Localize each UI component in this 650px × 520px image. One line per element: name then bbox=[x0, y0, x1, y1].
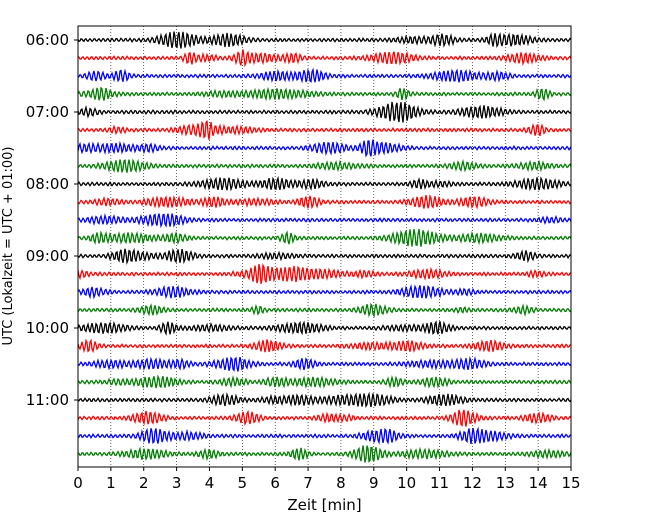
y-tick-label: 06:00 bbox=[26, 31, 69, 49]
trace-9 bbox=[77, 194, 572, 210]
x-tick-label: 8 bbox=[336, 474, 346, 492]
trace-20 bbox=[77, 391, 572, 408]
y-tick-label: 11:00 bbox=[26, 391, 69, 409]
x-tick-label: 1 bbox=[106, 474, 116, 492]
x-tick-label: 5 bbox=[238, 474, 248, 492]
x-tick-label: 2 bbox=[139, 474, 149, 492]
x-tick-label: 10 bbox=[397, 474, 416, 492]
y-tick-label: 08:00 bbox=[26, 175, 69, 193]
x-tick-label: 7 bbox=[303, 474, 313, 492]
traces bbox=[77, 31, 572, 463]
trace-21 bbox=[77, 409, 572, 427]
x-tick-label: 6 bbox=[270, 474, 280, 492]
trace-18 bbox=[77, 355, 572, 372]
trace-19 bbox=[77, 374, 572, 390]
trace-16 bbox=[77, 320, 572, 336]
x-tick-label: 11 bbox=[430, 474, 449, 492]
trace-6 bbox=[77, 139, 572, 158]
trace-17 bbox=[77, 338, 572, 354]
y-tick-label: 07:00 bbox=[26, 103, 69, 121]
trace-3 bbox=[77, 86, 572, 102]
trace-10 bbox=[77, 212, 572, 229]
x-tick-label: 15 bbox=[561, 474, 580, 492]
trace-0 bbox=[77, 31, 572, 49]
x-tick-label: 12 bbox=[463, 474, 482, 492]
trace-23 bbox=[77, 445, 572, 463]
trace-4 bbox=[77, 101, 572, 123]
x-tick-label: 3 bbox=[172, 474, 182, 492]
trace-13 bbox=[77, 263, 572, 285]
y-axis: 06:00 07:00 08:00 09:00 10:00 11:00 bbox=[26, 31, 78, 409]
trace-14 bbox=[77, 283, 572, 300]
trace-15 bbox=[77, 302, 572, 319]
trace-11 bbox=[77, 228, 572, 247]
x-axis-label: Zeit [min] bbox=[287, 496, 361, 514]
y-axis-label: UTC (Lokalzeit = UTC + 01:00) bbox=[1, 147, 16, 346]
y-tick-label: 09:00 bbox=[26, 247, 69, 265]
x-tick-label: 0 bbox=[73, 474, 83, 492]
trace-22 bbox=[77, 426, 572, 445]
trace-2 bbox=[77, 67, 572, 84]
trace-8 bbox=[77, 175, 572, 192]
x-tick-label: 9 bbox=[369, 474, 379, 492]
trace-7 bbox=[77, 158, 572, 174]
plot-frame bbox=[77, 25, 572, 468]
trace-1 bbox=[77, 49, 572, 68]
trace-12 bbox=[77, 247, 572, 266]
x-tick-label: 13 bbox=[496, 474, 515, 492]
y-tick-label: 10:00 bbox=[26, 319, 69, 337]
x-axis: 0 1 2 3 4 5 6 7 8 9 10 11 12 13 14 15 bbox=[73, 467, 581, 492]
x-tick-label: 14 bbox=[529, 474, 548, 492]
trace-5 bbox=[77, 120, 572, 140]
x-tick-label: 4 bbox=[205, 474, 215, 492]
